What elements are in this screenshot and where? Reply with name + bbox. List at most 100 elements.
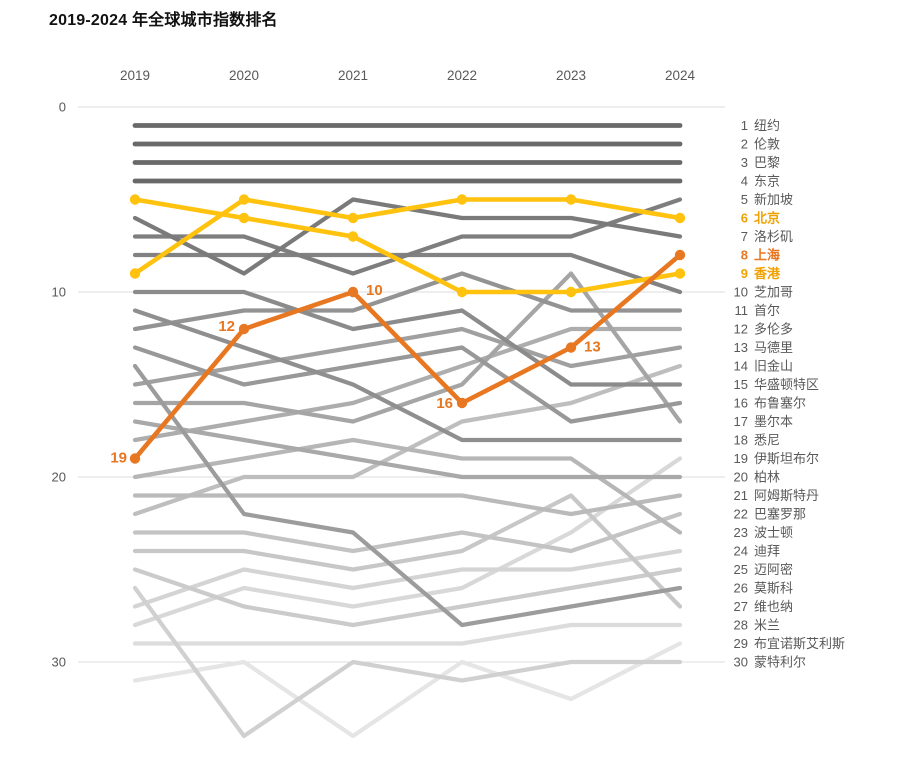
legend-name-30: 蒙特利尔 <box>754 655 806 670</box>
year-label-2024: 2024 <box>665 68 696 83</box>
legend-rank-5: 5 <box>741 192 748 207</box>
data-point-9-2024 <box>674 268 686 279</box>
rank-label-16: 16 <box>436 395 453 412</box>
city-line-12 <box>132 326 683 443</box>
year-label-2023: 2023 <box>556 68 586 83</box>
city-line-30 <box>132 585 683 739</box>
legend-name-20: 柏林 <box>754 470 780 485</box>
data-point-6-2021 <box>347 212 359 224</box>
data-point-8-2019 <box>129 453 141 464</box>
city-line-17 <box>132 271 683 424</box>
legend-name-13: 马德里 <box>754 340 793 355</box>
legend-rank-15: 15 <box>734 377 748 392</box>
legend-rank-8: 8 <box>741 248 748 263</box>
city-line-22 <box>132 511 683 554</box>
city-line-25 <box>132 567 683 628</box>
city-line-28 <box>132 622 683 646</box>
rank-label-12: 12 <box>218 318 235 335</box>
city-line-19 <box>132 456 683 628</box>
data-point-9-2019 <box>129 194 141 205</box>
y-tick-label-20: 20 <box>52 470 66 485</box>
rank-label-19: 19 <box>110 450 127 467</box>
city-line-23 <box>132 437 683 535</box>
legend-name-26: 莫斯科 <box>754 581 793 596</box>
legend-rank-27: 27 <box>734 599 748 614</box>
data-point-9-2022 <box>456 286 468 298</box>
legend-rank-4: 4 <box>741 174 748 189</box>
y-tick-label-0: 0 <box>59 100 66 115</box>
legend-rank-19: 19 <box>734 451 748 466</box>
rank-label-10: 10 <box>366 282 383 299</box>
year-label-2020: 2020 <box>229 68 259 83</box>
data-point-9-2021 <box>347 231 359 242</box>
legend-rank-9: 9 <box>741 266 748 281</box>
y-tick-label-10: 10 <box>52 285 66 300</box>
city-line-15 <box>132 289 683 387</box>
year-label-2021: 2021 <box>338 68 368 83</box>
legend-name-10: 芝加哥 <box>754 285 793 300</box>
legend-name-27: 维也纳 <box>754 599 793 614</box>
city-line-5 <box>132 197 683 276</box>
legend-rank-26: 26 <box>734 581 748 596</box>
legend-rank-1: 1 <box>741 118 748 133</box>
legend-name-11: 首尔 <box>754 303 780 318</box>
city-line-18 <box>132 308 683 443</box>
legend-rank-28: 28 <box>734 618 748 633</box>
year-label-2022: 2022 <box>447 68 477 83</box>
legend-name-3: 巴黎 <box>754 155 780 170</box>
data-point-6-2024 <box>674 212 686 224</box>
legend-rank-29: 29 <box>734 636 748 651</box>
legend-name-28: 米兰 <box>754 618 780 633</box>
city-line-9 <box>132 197 683 295</box>
city-line-8 <box>132 252 683 461</box>
legend-name-4: 东京 <box>754 174 780 189</box>
data-point-8-2024 <box>674 249 686 261</box>
legend-name-19: 伊斯坦布尔 <box>754 451 819 466</box>
legend-name-15: 华盛顿特区 <box>754 377 819 392</box>
city-line-26 <box>132 363 683 628</box>
city-line-20 <box>132 419 683 480</box>
legend-rank-21: 21 <box>734 488 748 503</box>
legend-name-25: 迈阿密 <box>754 562 793 577</box>
data-point-6-2022 <box>456 194 468 205</box>
legend-name-8: 上海 <box>754 248 780 263</box>
data-point-8-2023 <box>565 342 577 353</box>
legend-name-17: 墨尔本 <box>754 414 793 429</box>
legend-name-6: 北京 <box>754 211 780 226</box>
data-point-6-2019 <box>129 268 141 279</box>
legend-name-14: 旧金山 <box>754 359 793 374</box>
legend-rank-14: 14 <box>734 359 748 374</box>
city-line-27 <box>132 493 683 609</box>
legend-rank-7: 7 <box>741 229 748 244</box>
legend-name-12: 多伦多 <box>754 322 793 337</box>
legend-rank-6: 6 <box>741 211 748 226</box>
legend-name-2: 伦敦 <box>754 137 780 152</box>
legend-name-7: 洛杉矶 <box>754 229 793 244</box>
legend-rank-11: 11 <box>735 303 749 318</box>
data-point-8-2022 <box>456 397 468 409</box>
data-point-9-2023 <box>565 286 577 298</box>
legend-name-1: 纽约 <box>754 118 780 133</box>
legend-rank-3: 3 <box>741 155 748 170</box>
data-point-8-2020 <box>238 323 250 335</box>
city-line-11 <box>132 271 683 332</box>
data-point-8-2021 <box>347 286 359 298</box>
legend-rank-16: 16 <box>734 396 748 411</box>
rank-label-13: 13 <box>584 339 601 356</box>
city-line-13 <box>132 326 683 387</box>
legend-name-24: 迪拜 <box>754 544 780 559</box>
city-line-29 <box>132 641 683 739</box>
city-line-16 <box>132 345 683 424</box>
city-line-6 <box>132 197 683 276</box>
legend-rank-20: 20 <box>734 470 748 485</box>
legend-rank-22: 22 <box>734 507 748 522</box>
legend-name-21: 阿姆斯特丹 <box>754 488 819 503</box>
legend-rank-17: 17 <box>734 414 748 429</box>
data-point-6-2020 <box>238 194 250 205</box>
legend-rank-23: 23 <box>734 525 748 540</box>
legend-rank-10: 10 <box>734 285 748 300</box>
legend-rank-30: 30 <box>734 655 748 670</box>
legend-name-22: 巴塞罗那 <box>754 507 806 522</box>
